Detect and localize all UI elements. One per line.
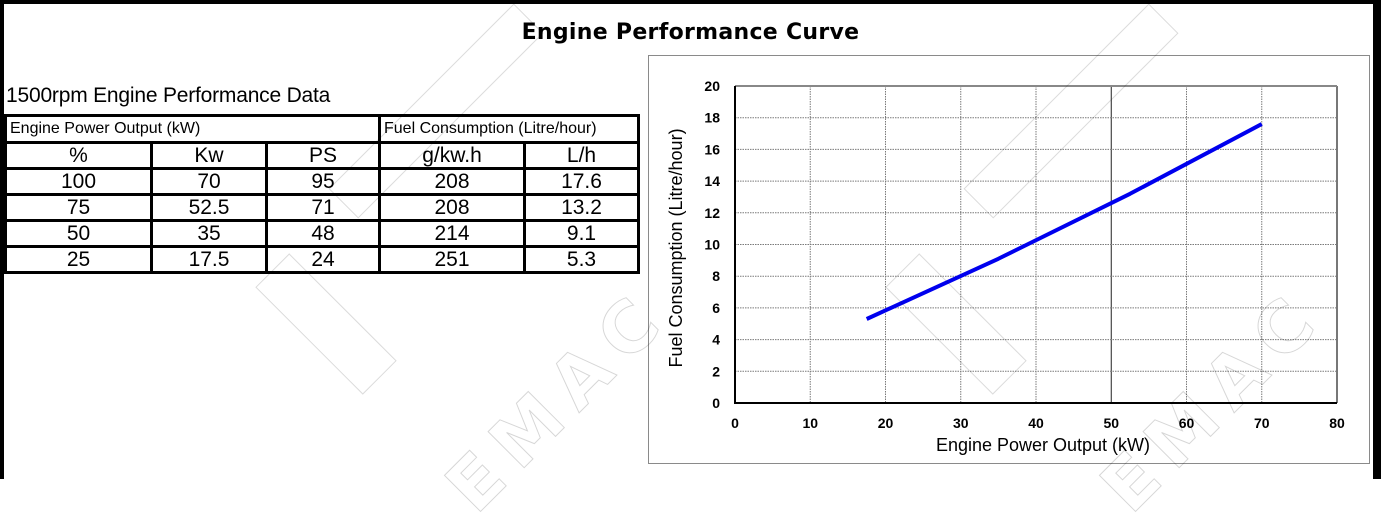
frame-right-border — [1373, 0, 1381, 479]
chart-container — [648, 55, 1370, 464]
y-axis-title: Fuel Consumption (Litre/hour) — [666, 128, 686, 367]
cell-percent: 50 — [4, 219, 153, 248]
y-tick-label: 6 — [712, 300, 720, 316]
chart-axes — [734, 85, 1338, 404]
y-tick-label: 14 — [704, 173, 720, 189]
y-tick-label: 18 — [704, 110, 720, 126]
y-axis-tick-labels: 0 2 4 6 8 10 12 14 16 18 20 — [704, 78, 720, 411]
fuel-consumption-chart: 0 2 4 6 8 10 12 14 16 18 20 0 10 20 30 40 50 60 70 80 Fuel… — [666, 78, 1345, 455]
performance-table: Engine Power Output (kW) Fuel Consumptio… — [4, 114, 640, 274]
y-tick-label: 2 — [712, 363, 720, 379]
x-tick-label: 50 — [1103, 415, 1119, 431]
column-header-kw: Kw — [150, 141, 268, 170]
x-axis-title: Engine Power Output (kW) — [936, 435, 1150, 455]
chart-series — [865, 122, 1263, 321]
x-tick-label: 70 — [1254, 415, 1270, 431]
cell-kw: 17.5 — [150, 245, 268, 274]
x-tick-label: 60 — [1179, 415, 1195, 431]
table-caption: 1500rpm Engine Performance Data — [6, 84, 331, 107]
table-row: 25 17.5 24 251 5.3 — [4, 245, 640, 274]
frame-top-border — [0, 0, 1381, 4]
cell-percent: 25 — [4, 245, 153, 274]
page-title: Engine Performance Curve — [0, 20, 1381, 45]
y-tick-label: 10 — [704, 237, 720, 253]
x-tick-label: 0 — [731, 415, 739, 431]
group-header-power: Engine Power Output (kW) — [4, 114, 381, 144]
frame-left-border — [0, 0, 4, 479]
x-tick-label: 30 — [953, 415, 969, 431]
cell-gkwh: 214 — [378, 219, 526, 248]
x-tick-label: 20 — [878, 415, 894, 431]
table-row: 75 52.5 71 208 13.2 — [4, 193, 640, 222]
group-header-fuel: Fuel Consumption (Litre/hour) — [378, 114, 640, 144]
cell-gkwh: 251 — [378, 245, 526, 274]
table-column-header-row: % Kw PS g/kw.h L/h — [4, 141, 640, 170]
y-tick-label: 16 — [704, 141, 720, 157]
cell-ps: 71 — [265, 193, 381, 222]
y-tick-label: 4 — [712, 332, 720, 348]
y-tick-label: 12 — [704, 205, 720, 221]
column-header-ps: PS — [265, 141, 381, 170]
cell-kw: 35 — [150, 219, 268, 248]
cell-lh: 13.2 — [523, 193, 640, 222]
cell-ps: 24 — [265, 245, 381, 274]
x-tick-label: 40 — [1028, 415, 1044, 431]
cell-kw: 52.5 — [150, 193, 268, 222]
y-tick-label: 8 — [712, 268, 720, 284]
column-header-gkwh: g/kw.h — [378, 141, 526, 170]
cell-lh: 9.1 — [523, 219, 640, 248]
x-tick-label: 10 — [802, 415, 818, 431]
cell-kw: 70 — [150, 167, 268, 196]
y-tick-label: 0 — [712, 395, 720, 411]
column-header-percent: % — [4, 141, 153, 170]
x-tick-label: 80 — [1329, 415, 1345, 431]
cell-lh: 5.3 — [523, 245, 640, 274]
column-header-lh: L/h — [523, 141, 640, 170]
cell-percent: 100 — [4, 167, 153, 196]
cell-ps: 48 — [265, 219, 381, 248]
y-tick-label: 20 — [704, 78, 720, 94]
table-row: 100 70 95 208 17.6 — [4, 167, 640, 196]
table-group-header-row: Engine Power Output (kW) Fuel Consumptio… — [4, 114, 640, 144]
cell-gkwh: 208 — [378, 193, 526, 222]
cell-ps: 95 — [265, 167, 381, 196]
x-axis-tick-labels: 0 10 20 30 40 50 60 70 80 — [731, 415, 1345, 431]
cell-lh: 17.6 — [523, 167, 640, 196]
fuel-consumption-line — [865, 122, 1263, 321]
cell-percent: 75 — [4, 193, 153, 222]
page-title-text: Engine Performance Curve — [521, 20, 860, 45]
table-row: 50 35 48 214 9.1 — [4, 219, 640, 248]
cell-gkwh: 208 — [378, 167, 526, 196]
